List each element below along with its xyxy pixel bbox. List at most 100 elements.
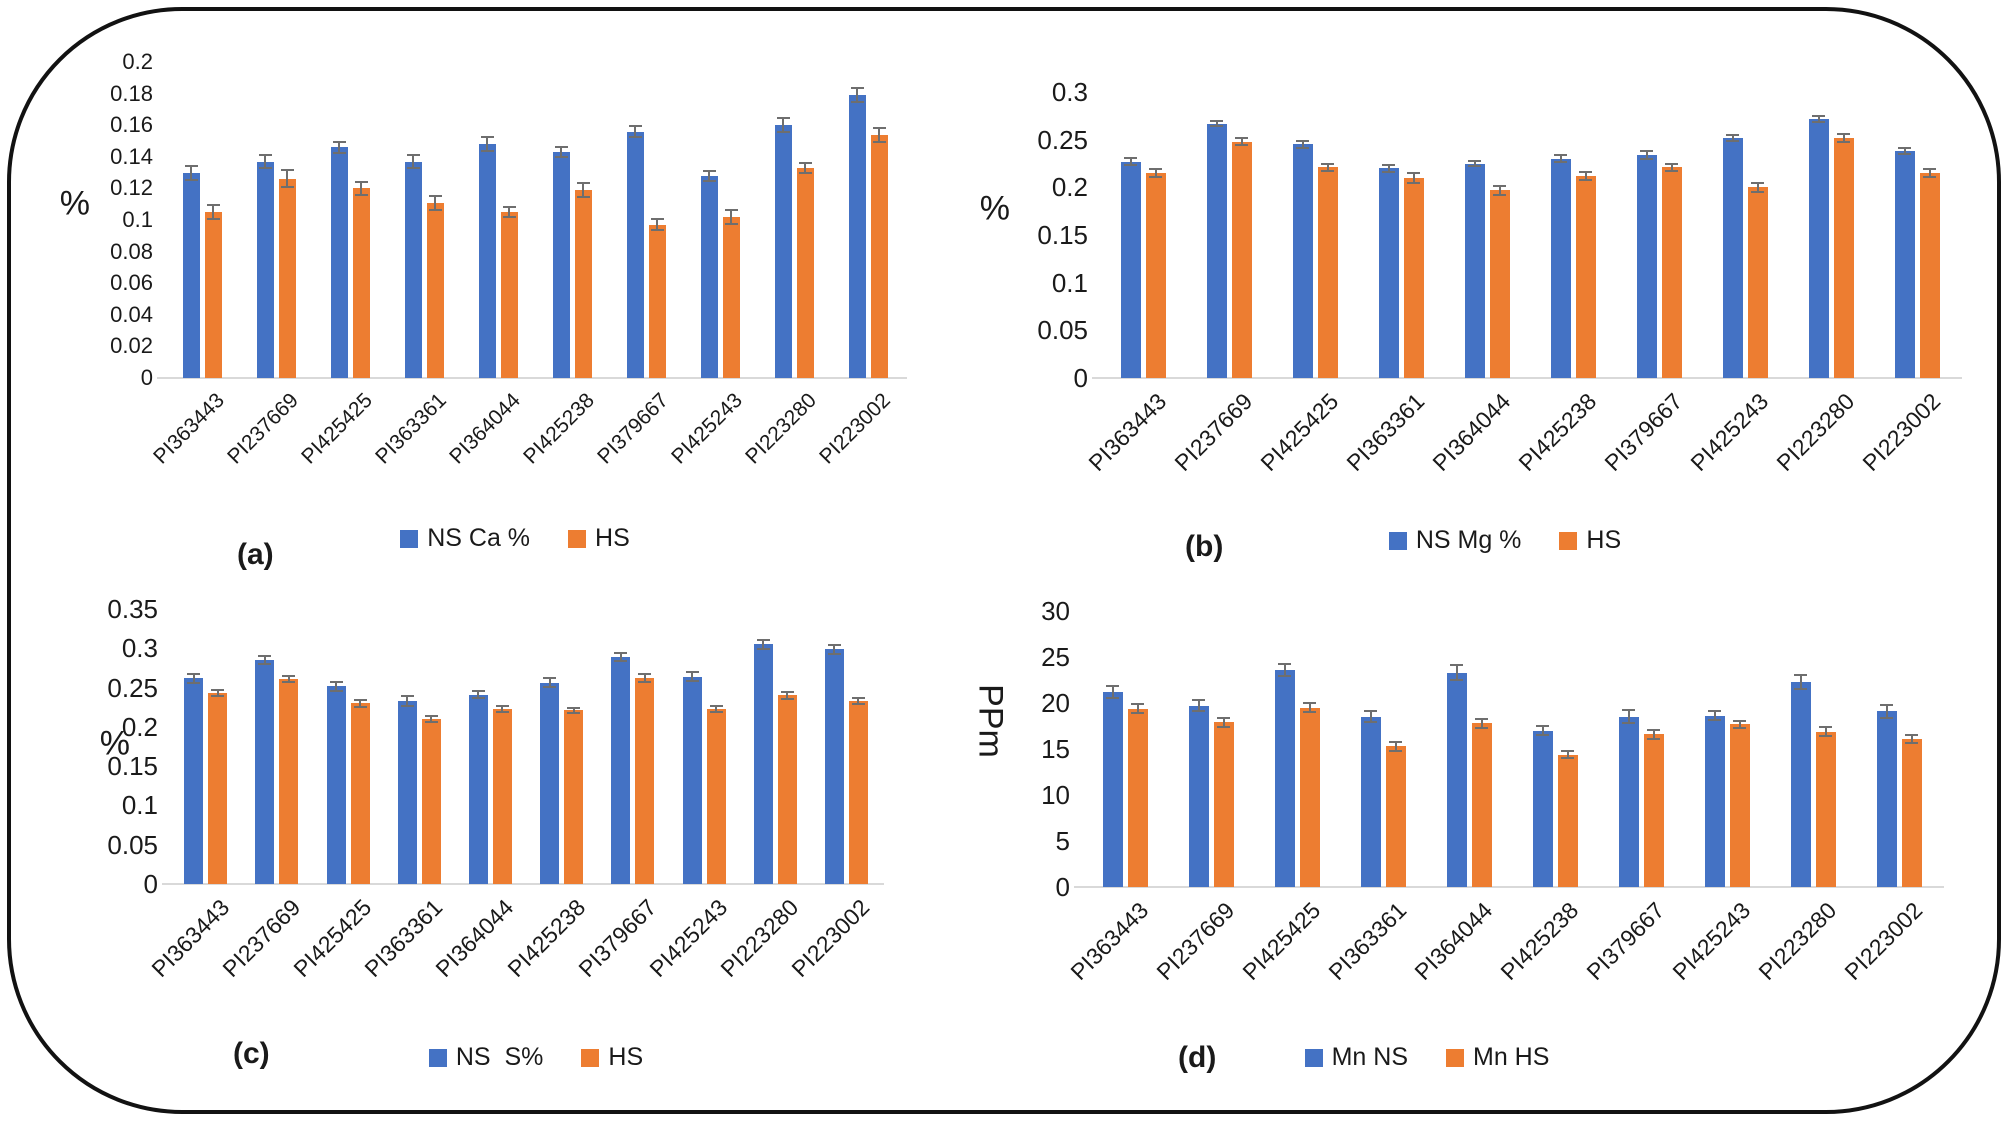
error-bar-cap-top xyxy=(1217,716,1230,719)
bar-hs xyxy=(1575,171,1596,378)
error-bar-cap-top xyxy=(1561,749,1574,752)
error-bar-cap-top xyxy=(1536,725,1549,728)
error-bar-cap-top xyxy=(1579,171,1592,174)
error-bar-cap-top xyxy=(1124,156,1137,159)
error-bar-cap-bottom xyxy=(1751,191,1764,194)
y-tick-label: 0.16 xyxy=(110,112,153,138)
error-bar-line xyxy=(691,671,694,683)
error-bar-line xyxy=(1387,163,1390,174)
panel-c-s-percent-chart: 0 0.05 0.1 0.15 0.2 0.25 0.3 0.35% PI363443 PI237… xyxy=(100,595,884,1071)
error-bar xyxy=(1880,703,1893,719)
error-bar-cap-top xyxy=(1131,703,1144,705)
bar-hs xyxy=(1489,184,1510,378)
legend-swatch xyxy=(1304,1048,1323,1067)
error-bar-cap-top xyxy=(471,689,485,692)
bar-group xyxy=(461,62,535,378)
error-bar-cap-top xyxy=(1493,184,1506,187)
error-bar-cap-bottom xyxy=(1493,193,1506,196)
error-bar xyxy=(1364,710,1377,724)
error-bar-cap-top xyxy=(1235,136,1248,139)
error-bar-line xyxy=(1842,133,1845,143)
error-bar-line xyxy=(264,153,266,170)
error-bar-cap-bottom xyxy=(576,195,590,198)
error-bar-cap-top xyxy=(1647,728,1660,731)
bar-hs xyxy=(1729,719,1750,887)
error-bar-line xyxy=(582,182,584,198)
bar-group xyxy=(1168,611,1254,887)
bar-ns xyxy=(468,689,488,884)
error-bar xyxy=(1837,133,1850,143)
error-bar-cap-top xyxy=(428,194,442,197)
error-bar-cap-bottom xyxy=(1303,711,1316,714)
error-bar-line xyxy=(1824,726,1827,737)
error-bar-line xyxy=(833,643,836,655)
error-bar-cap-bottom xyxy=(1536,734,1549,737)
bar-groups xyxy=(1082,611,1942,887)
error-bar-cap-top xyxy=(638,673,652,676)
error-bar-cap-bottom xyxy=(1364,721,1377,724)
error-bar xyxy=(1898,147,1911,155)
error-bar-cap-bottom xyxy=(567,712,581,715)
bar-group xyxy=(1702,92,1788,378)
error-bar xyxy=(1733,719,1746,729)
bar-hs xyxy=(648,218,666,378)
error-bar-line xyxy=(1473,159,1476,168)
error-bar xyxy=(756,638,770,650)
bar-hs xyxy=(1299,702,1320,887)
bar-ns xyxy=(700,169,718,378)
bar-ns xyxy=(824,643,844,884)
error-bar-line xyxy=(216,689,219,698)
bar-group xyxy=(384,609,455,884)
error-bar-cap-bottom xyxy=(1622,722,1635,725)
bar-group xyxy=(1788,92,1874,378)
legend-label: HS xyxy=(595,524,630,552)
error-bar-cap-top xyxy=(850,87,864,90)
error-bar-line xyxy=(360,180,362,197)
legend-label: NS Mg % xyxy=(1415,526,1522,554)
error-bar-cap-top xyxy=(702,169,716,172)
panel-b-mg-percent-chart: 0 0.05 0.1 0.15 0.2 0.25 0.3% PI363443 PI237669 P… xyxy=(980,78,1962,563)
bar-ns xyxy=(611,652,631,884)
bar-hs xyxy=(796,161,814,378)
error-bar-line xyxy=(286,169,288,189)
error-bar-cap-bottom xyxy=(1106,697,1119,700)
error-bar-cap-top xyxy=(258,655,272,658)
error-bar-cap-bottom xyxy=(1880,716,1893,719)
bar-group xyxy=(387,62,461,378)
error-bar-cap-top xyxy=(1819,726,1832,728)
error-bar-line xyxy=(1197,699,1200,713)
error-bar xyxy=(798,161,812,175)
error-bar-cap-top xyxy=(282,675,296,678)
error-bar-cap-bottom xyxy=(1708,719,1721,722)
bar-group xyxy=(1272,92,1358,378)
error-bar xyxy=(424,715,438,723)
error-bar-cap-bottom xyxy=(282,680,296,683)
error-bar-cap-top xyxy=(400,694,414,697)
error-bar-cap-top xyxy=(1321,162,1334,165)
legend-label: NS S% xyxy=(455,1043,544,1071)
bar-group xyxy=(597,609,668,884)
y-tick-label: 0.3 xyxy=(1051,77,1088,107)
bar-ns xyxy=(1876,703,1897,887)
error-bar-cap-top xyxy=(709,704,723,707)
error-bar-cap-bottom xyxy=(798,172,812,175)
bar-hs xyxy=(426,194,444,378)
legend-label: Mn HS xyxy=(1473,1043,1550,1071)
y-tick-label: 15 xyxy=(1041,734,1070,764)
error-bar xyxy=(628,125,642,138)
error-bar xyxy=(1923,168,1936,178)
error-bar xyxy=(1217,716,1230,728)
error-bar xyxy=(1493,184,1506,196)
bar-hs xyxy=(279,675,299,884)
bar-hs xyxy=(635,673,655,884)
error-bar xyxy=(543,677,557,689)
error-bar-line xyxy=(856,87,858,104)
bar-group xyxy=(1512,611,1598,887)
error-bar xyxy=(1905,734,1918,744)
bar-ns xyxy=(1532,725,1553,887)
error-bar-cap-top xyxy=(1554,153,1567,156)
bar-group xyxy=(683,62,757,378)
error-bar-cap-top xyxy=(724,208,738,211)
error-bar-line xyxy=(1326,162,1329,173)
error-bar xyxy=(1149,168,1162,178)
